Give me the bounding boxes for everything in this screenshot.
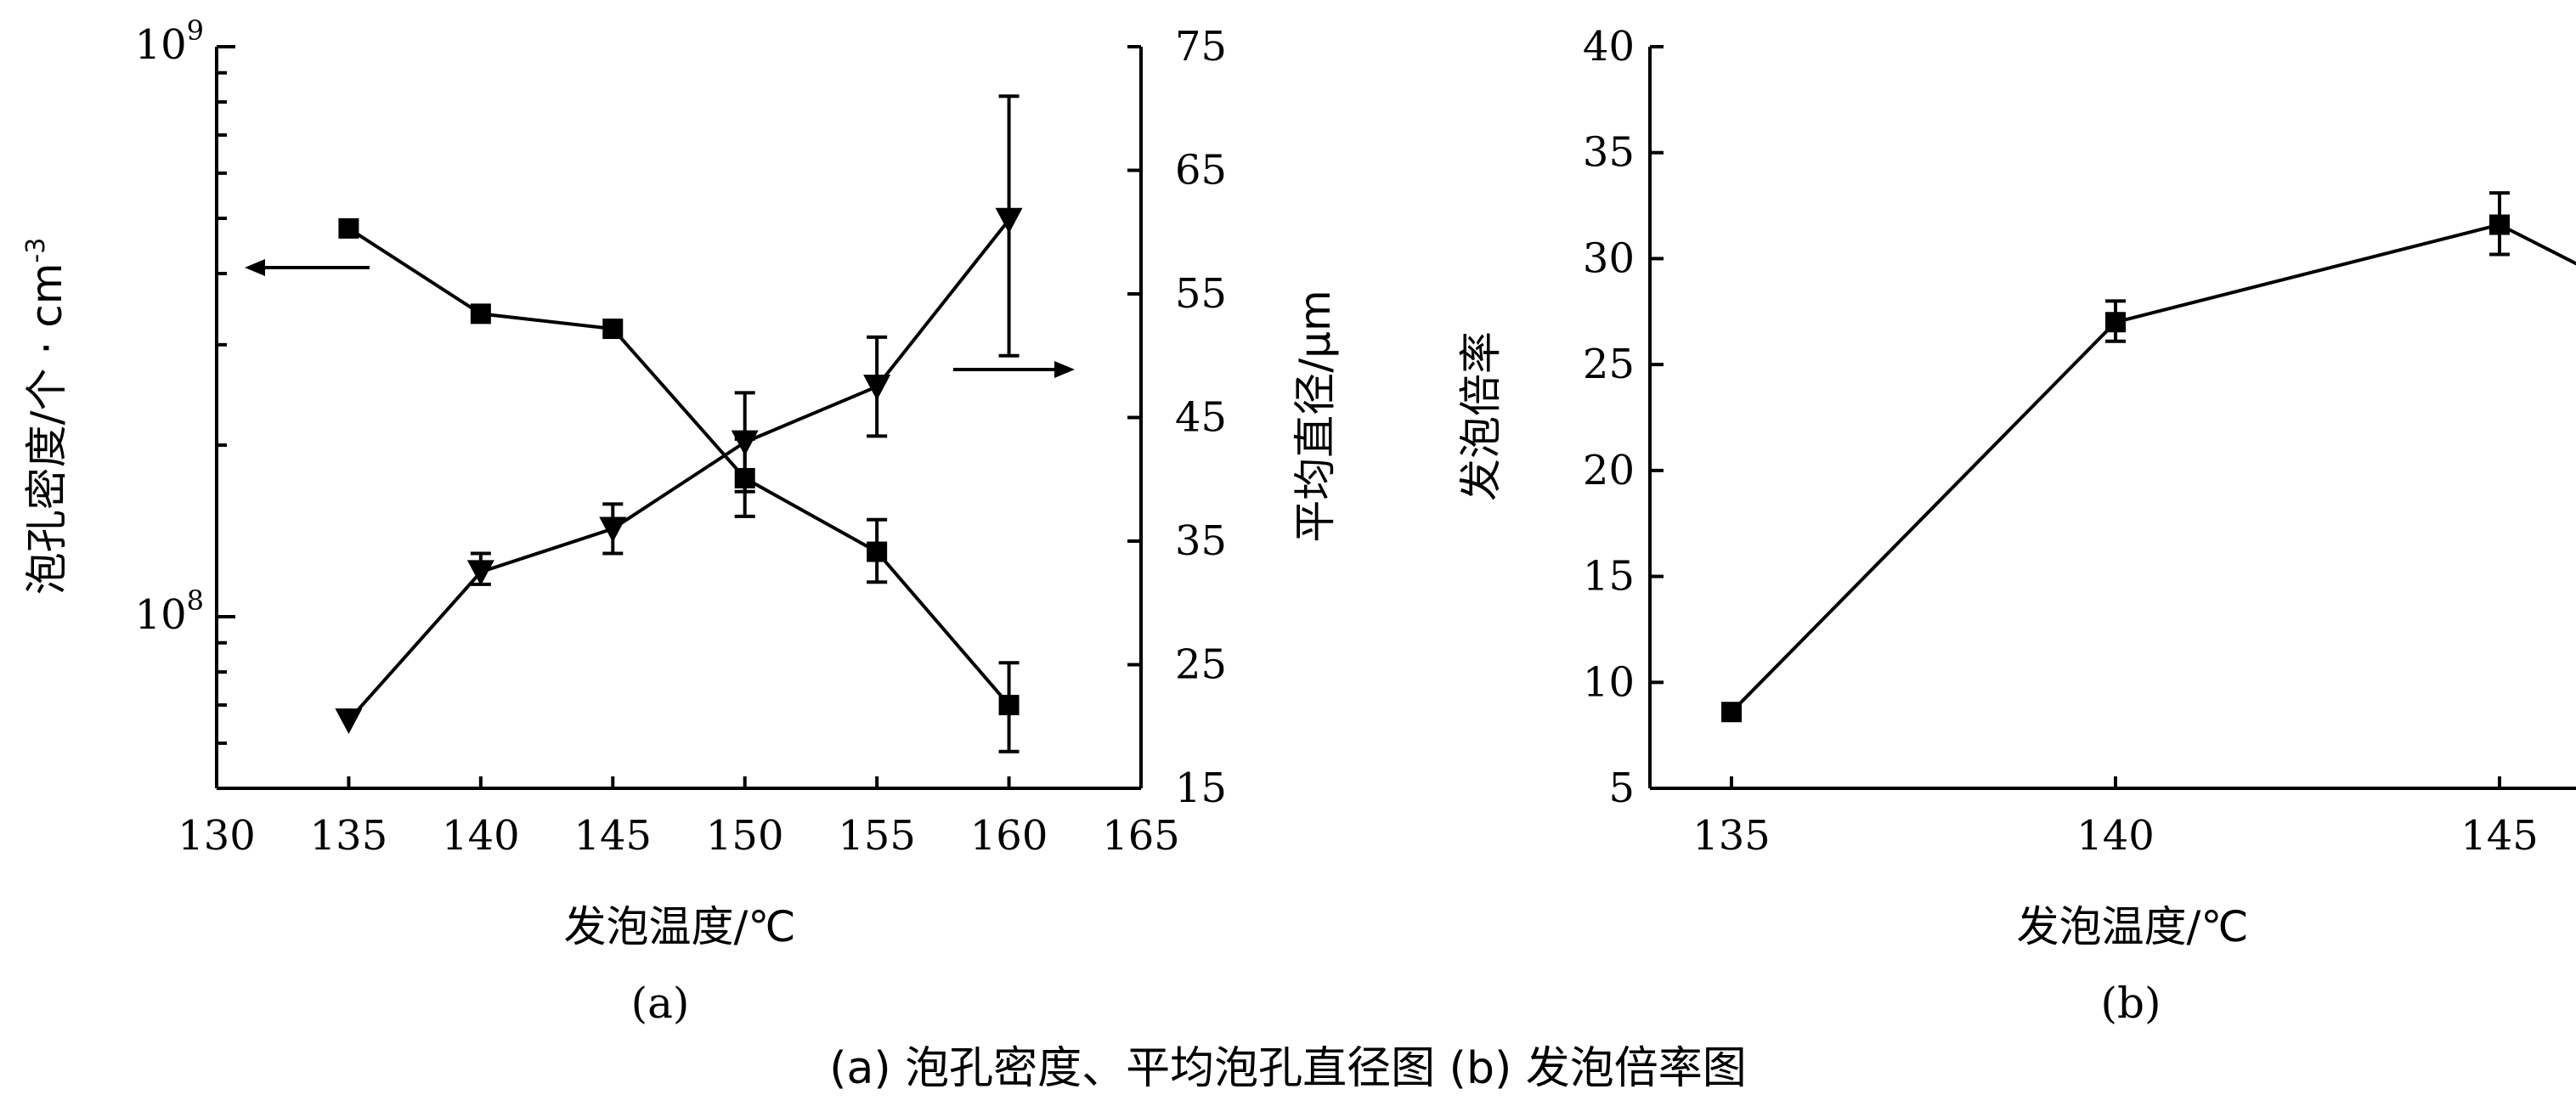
panel-b-y-tick-label: 10: [1583, 658, 1635, 706]
panel-a-markers: [335, 207, 1023, 734]
density-point: [867, 541, 888, 562]
density-point: [602, 319, 624, 340]
panel-a-left-tick-label: 108: [135, 584, 204, 639]
panel-a-right-tick-label: 25: [1175, 641, 1227, 689]
panel-a-right-tick-label: 35: [1175, 517, 1227, 565]
panel-b-y-tick-label: 35: [1583, 129, 1635, 177]
panel-a-x-tick-label: 150: [706, 812, 784, 860]
diameter-point: [466, 560, 494, 586]
panel-a: 130 135 140 145 150 155 160 165 109 108 15 25 35 45 55…: [21, 14, 1340, 1028]
panel-b-y-axis-title: 发泡倍率: [1456, 331, 1505, 501]
panel-b-y-tick-label: 5: [1608, 765, 1635, 812]
panel-a-left-tick-label: 109: [135, 14, 204, 69]
panel-a-right-tick-label: 65: [1175, 147, 1227, 195]
panel-b-y-tick-label: 40: [1583, 23, 1635, 71]
panel-a-error-bars: [470, 94, 1020, 753]
panel-b: 135140145150155160510152025303540 发泡倍率 发…: [1456, 23, 2576, 1028]
panel-a-right-tick-label: 75: [1175, 23, 1227, 71]
panel-a-right-tick-label: 15: [1175, 765, 1227, 812]
diameter-point: [599, 516, 627, 543]
panel-b-y-tick-label: 20: [1583, 447, 1635, 494]
diameter-series-line: [347, 218, 1011, 722]
panel-a-ticks: 130 135 140 145 150 155 160 165 109 108 15 25 35 45 55…: [135, 14, 1228, 860]
panel-a-x-tick-label: 160: [970, 812, 1048, 860]
panel-b-y-tick-label: 30: [1583, 234, 1635, 282]
right-axis-arrow: [953, 361, 1075, 378]
expansion-ratio-point: [2105, 312, 2126, 333]
panel-b-x-axis-title: 发泡温度/℃: [2017, 902, 2249, 951]
panel-a-x-tick-label: 155: [838, 812, 916, 860]
diameter-point: [731, 430, 759, 456]
panel-b-y-tick-label: 15: [1583, 553, 1635, 601]
panel-b-error-bars: [2105, 191, 2510, 343]
panel-b-markers: [1721, 214, 2510, 723]
panel-b-ticks: 135140145150155160510152025303540: [1583, 23, 2539, 860]
left-axis-arrow: [245, 259, 370, 276]
panel-a-x-tick-label: 165: [1102, 812, 1180, 860]
panel-a-left-axis-title: 泡孔密度/个 · cm-3: [21, 238, 71, 595]
panel-a-x-axis-title: 发泡温度/℃: [564, 902, 796, 951]
panel-a-x-tick-label: 140: [442, 812, 520, 860]
diameter-point: [995, 207, 1023, 234]
density-series-line: [347, 227, 1011, 707]
panel-b-x-tick-label: 135: [1692, 812, 1771, 860]
expansion-ratio-point: [1721, 702, 1742, 723]
panel-b-label: (b): [2100, 979, 2161, 1028]
density-point: [998, 694, 1020, 715]
panel-a-right-tick-label: 45: [1175, 394, 1227, 442]
figure-caption: (a) 泡孔密度、平均泡孔直径图 (b) 发泡倍率图: [829, 1043, 1747, 1094]
panel-a-x-tick-label: 135: [310, 812, 388, 860]
expansion-ratio-point: [2489, 214, 2510, 235]
panel-a-x-tick-label: 130: [178, 812, 256, 860]
panel-b-x-tick-label: 145: [2460, 812, 2539, 860]
panel-a-right-tick-label: 55: [1175, 270, 1227, 318]
expansion-ratio-series-line: [1730, 223, 2576, 714]
panel-a-label: (a): [631, 979, 690, 1028]
diameter-point: [335, 708, 363, 734]
density-point: [470, 303, 491, 324]
density-point: [338, 217, 359, 239]
panel-a-x-tick-label: 145: [573, 812, 652, 860]
density-point: [734, 467, 755, 488]
panel-a-right-axis-title: 平均直径/μm: [1291, 290, 1340, 542]
panel-b-y-tick-label: 25: [1583, 341, 1635, 388]
panel-b-x-tick-label: 140: [2076, 812, 2155, 860]
diameter-point: [863, 375, 891, 401]
